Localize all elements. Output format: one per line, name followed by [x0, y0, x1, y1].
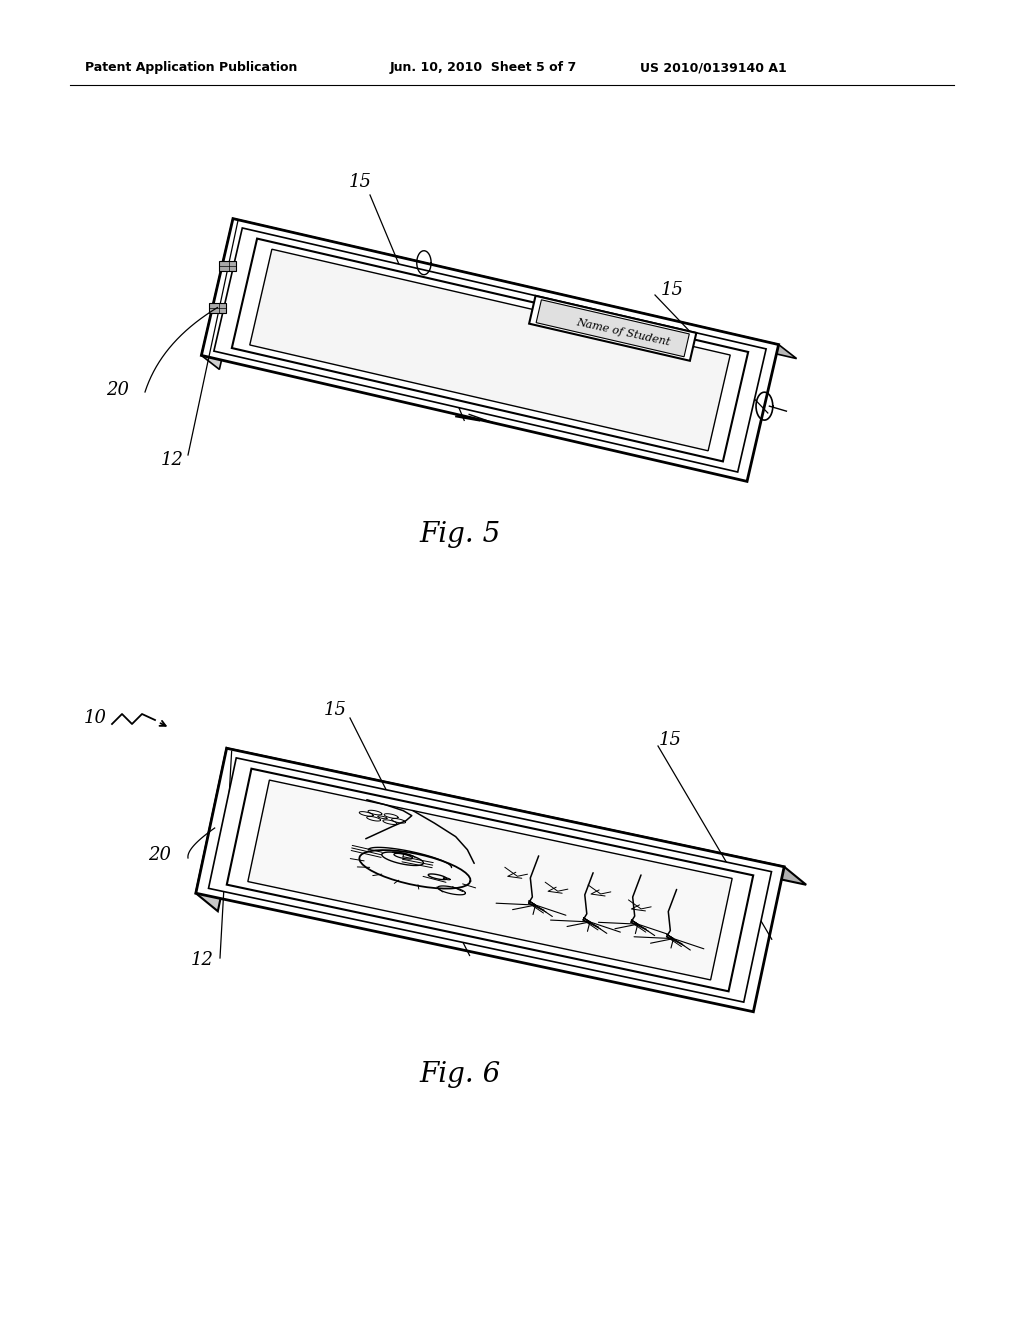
Polygon shape — [209, 758, 771, 1002]
Polygon shape — [196, 748, 249, 911]
Text: 10: 10 — [84, 709, 106, 727]
Text: 20: 20 — [106, 381, 129, 399]
Polygon shape — [202, 219, 251, 370]
Text: 12: 12 — [161, 451, 183, 469]
Text: US 2010/0139140 A1: US 2010/0139140 A1 — [640, 62, 786, 74]
Polygon shape — [202, 219, 778, 482]
Text: 15: 15 — [348, 173, 372, 191]
Polygon shape — [210, 302, 226, 313]
Text: 15: 15 — [660, 281, 683, 300]
Text: Patent Application Publication: Patent Application Publication — [85, 62, 297, 74]
Polygon shape — [196, 748, 784, 1011]
Polygon shape — [233, 219, 797, 359]
Polygon shape — [226, 748, 806, 884]
Polygon shape — [537, 300, 689, 356]
Text: 15: 15 — [658, 731, 682, 748]
Polygon shape — [226, 768, 754, 991]
Polygon shape — [529, 296, 696, 360]
Polygon shape — [219, 261, 236, 272]
Text: 20: 20 — [148, 846, 171, 865]
Text: Fig. 6: Fig. 6 — [420, 1061, 501, 1089]
Polygon shape — [214, 228, 766, 473]
Text: Jun. 10, 2010  Sheet 5 of 7: Jun. 10, 2010 Sheet 5 of 7 — [390, 62, 578, 74]
Text: Name of Student: Name of Student — [574, 317, 671, 347]
Polygon shape — [231, 239, 749, 462]
Text: 15: 15 — [324, 701, 346, 719]
Polygon shape — [250, 249, 730, 451]
Polygon shape — [248, 780, 732, 979]
Text: Fig. 5: Fig. 5 — [420, 521, 501, 549]
Text: 12: 12 — [190, 950, 213, 969]
